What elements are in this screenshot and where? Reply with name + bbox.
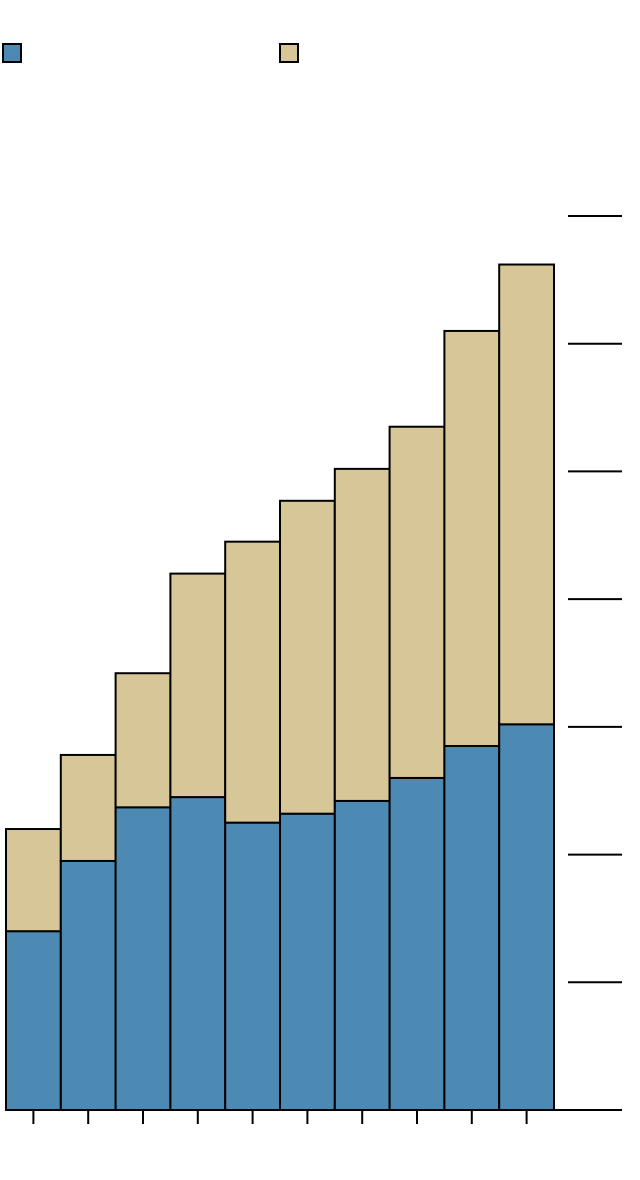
bar-segment-series-b [5, 828, 62, 933]
legend-swatch-series-a [2, 43, 22, 63]
legend-swatch-series-b [279, 43, 299, 63]
bar-segment-series-a [114, 806, 172, 1111]
bar-segment-series-b [59, 753, 117, 862]
bar-segment-series-a [388, 776, 446, 1111]
bar-segment-series-b [224, 540, 281, 824]
bars-layer [5, 263, 556, 1112]
bar-segment-series-a [5, 930, 62, 1112]
bar-segment-series-b [498, 263, 556, 726]
bar-segment-series-a [333, 799, 391, 1111]
bar-segment-series-b [333, 467, 391, 802]
bar-segment-series-b [388, 425, 446, 779]
bar-segment-series-b [114, 672, 172, 809]
bar-segment-series-a [279, 812, 336, 1111]
y-axis [568, 215, 622, 984]
bar-segment-series-b [279, 499, 336, 815]
legend [2, 43, 299, 63]
bar-segment-series-a [59, 859, 117, 1112]
bar-segment-series-a [224, 821, 281, 1111]
bar-segment-series-b [443, 329, 501, 748]
bar-segment-series-a [498, 723, 556, 1111]
bar-segment-series-a [443, 745, 501, 1111]
bar-segment-series-b [169, 572, 227, 799]
bar-segment-series-a [169, 796, 227, 1111]
x-axis [6, 1109, 622, 1124]
